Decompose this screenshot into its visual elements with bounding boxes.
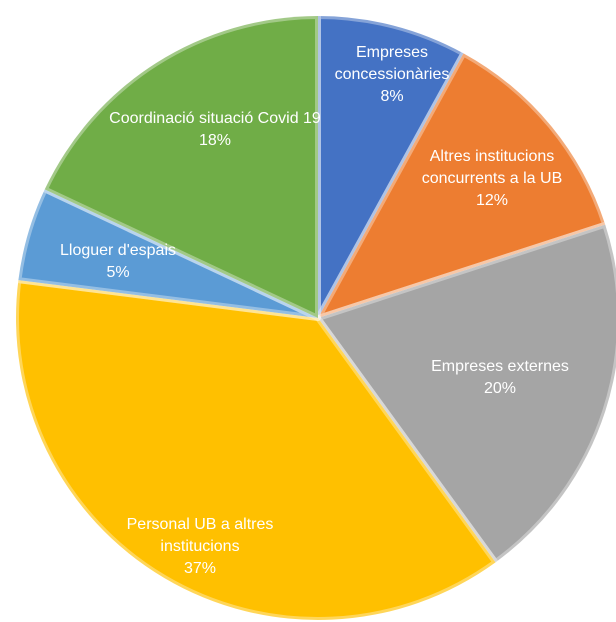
- category-label: Empreses externes: [431, 358, 569, 375]
- pie-slice: [13, 277, 499, 622]
- value-label: 12%: [475, 192, 509, 209]
- category-label: Personal UB a altres institucions: [126, 516, 274, 555]
- slice-label: Coordinació situació Covid 19 18%: [108, 108, 323, 152]
- category-label: Empreses concessionàries: [334, 44, 450, 83]
- category-label: Altres institucions concurrents a la UB: [421, 148, 563, 187]
- value-label: 5%: [106, 264, 130, 281]
- slice-label: Altres institucions concurrents a la UB 1…: [397, 146, 587, 212]
- pie-slice: [315, 13, 467, 321]
- slice-label: Empreses externes 20%: [400, 356, 600, 400]
- pie-slice: [41, 13, 321, 321]
- pie-slice: [15, 186, 321, 321]
- value-label: 18%: [198, 132, 232, 149]
- pie-slice: [315, 50, 609, 321]
- category-label: Coordinació situació Covid 19: [109, 110, 321, 127]
- slice-label: Personal UB a altres institucions 37%: [95, 514, 305, 580]
- value-label: 8%: [380, 88, 404, 105]
- slice-label: Empreses concessionàries 8%: [327, 42, 457, 108]
- value-label: 20%: [483, 380, 517, 397]
- category-label: Lloguer d'espais: [59, 242, 177, 259]
- slice-label: Lloguer d'espais 5%: [28, 240, 208, 284]
- value-label: 37%: [183, 560, 217, 577]
